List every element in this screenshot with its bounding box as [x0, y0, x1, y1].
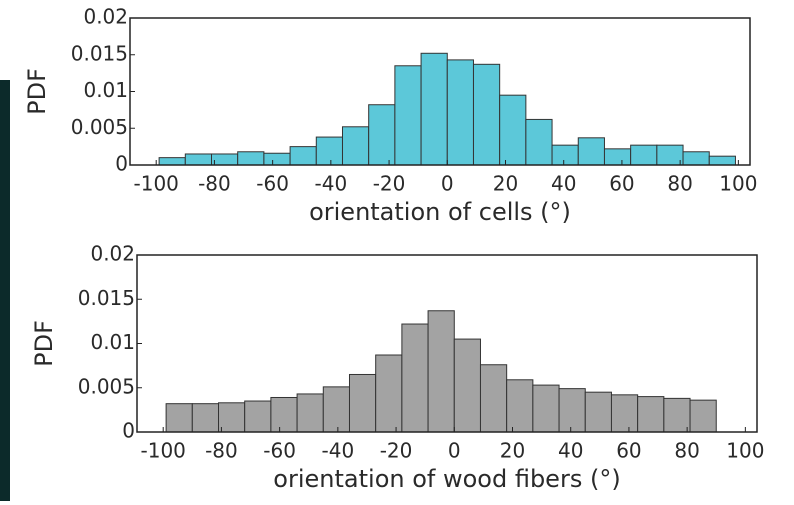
x-tick-label: 20	[500, 439, 525, 463]
bar	[479, 364, 508, 433]
x-tick-label: -40	[322, 439, 355, 463]
bar	[525, 118, 553, 166]
x-tick-label: -100	[134, 172, 179, 196]
x-tick-label: -60	[263, 439, 296, 463]
bar	[610, 394, 639, 433]
bar	[551, 144, 579, 166]
y-tick-label: 0.005	[78, 374, 135, 398]
bar	[453, 338, 481, 433]
bar	[368, 104, 396, 166]
x-tick-label: 80	[667, 172, 692, 196]
x-tick-label: 100	[726, 439, 764, 463]
x-tick-label: 60	[616, 439, 641, 463]
bar	[270, 396, 298, 433]
bar	[158, 157, 186, 166]
y-tick-label: 0	[115, 152, 128, 176]
x-tick-label: 0	[441, 172, 454, 196]
bar	[341, 126, 370, 166]
bar	[630, 144, 658, 166]
bar	[315, 136, 343, 166]
bar	[401, 323, 429, 433]
bar	[244, 400, 272, 433]
y-tick-label: 0.02	[83, 5, 128, 29]
bar	[603, 148, 632, 166]
bar	[656, 144, 684, 166]
bar	[577, 137, 605, 166]
x-tick-label: 0	[448, 439, 461, 463]
y-tick-label: 0.01	[83, 78, 128, 102]
bar	[296, 393, 324, 433]
y-tick-label: 0.015	[78, 286, 135, 310]
bar	[637, 396, 665, 433]
y-tick-label: 0.01	[90, 330, 135, 354]
x-tick-label: -20	[373, 172, 406, 196]
bar	[211, 153, 239, 166]
x-tick-label: 40	[558, 439, 583, 463]
y-tick-label: 0	[122, 419, 135, 443]
bar	[322, 386, 350, 433]
bar	[682, 151, 710, 166]
bar	[348, 373, 377, 433]
x-axis-label: orientation of wood fibers (°)	[273, 465, 620, 493]
bar	[532, 384, 560, 433]
image-edge	[0, 80, 10, 501]
x-tick-label: -40	[315, 172, 348, 196]
x-tick-label: 60	[609, 172, 634, 196]
x-tick-label: 40	[551, 172, 576, 196]
bar	[218, 402, 246, 433]
bar	[191, 403, 220, 433]
bar	[165, 403, 193, 433]
x-tick-label: -20	[380, 439, 413, 463]
bar	[506, 379, 534, 433]
bar	[375, 354, 403, 433]
bar	[420, 52, 448, 166]
bar	[499, 94, 527, 166]
bar	[663, 397, 691, 433]
x-tick-label: 20	[493, 172, 518, 196]
y-tick-label: 0.005	[71, 115, 128, 139]
y-tick-label: 0.015	[71, 41, 128, 65]
x-tick-label: -80	[205, 439, 238, 463]
bar	[689, 399, 717, 433]
bar	[263, 152, 291, 166]
bar	[472, 63, 501, 166]
x-tick-label: -80	[198, 172, 231, 196]
bar	[584, 391, 612, 433]
bar	[427, 310, 455, 433]
bar	[289, 146, 317, 166]
x-tick-label: -100	[141, 439, 186, 463]
x-tick-label: 100	[719, 172, 757, 196]
y-axis-label: PDF	[23, 68, 51, 115]
bar	[394, 65, 422, 166]
y-axis-label: PDF	[30, 320, 58, 367]
x-tick-label: 80	[674, 439, 699, 463]
bar	[237, 151, 265, 166]
y-tick-label: 0.02	[90, 242, 135, 266]
x-tick-label: -60	[256, 172, 289, 196]
x-axis-label: orientation of cells (°)	[309, 198, 571, 226]
bar	[184, 153, 213, 166]
bar	[708, 155, 736, 166]
bar	[446, 59, 474, 166]
bar	[558, 388, 586, 433]
